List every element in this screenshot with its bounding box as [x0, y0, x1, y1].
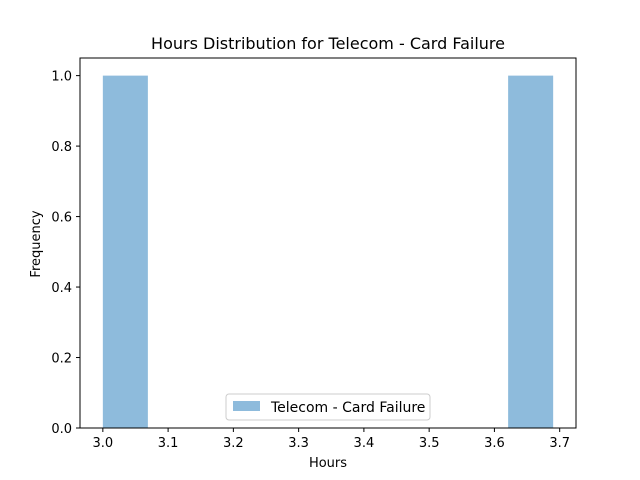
- plot-frame: [79, 57, 577, 429]
- x-axis-label: Hours: [309, 456, 347, 471]
- x-tick-label: 3.3: [288, 436, 309, 451]
- legend-label: Telecom - Card Failure: [270, 400, 425, 416]
- y-tick-label: 0.6: [51, 211, 72, 226]
- x-tick-label: 3.5: [419, 436, 440, 451]
- legend-box: [225, 393, 431, 421]
- x-tick-label: 3.4: [354, 436, 375, 451]
- y-tick-label: 1.0: [51, 70, 72, 85]
- legend: Telecom - Card Failure: [225, 393, 431, 421]
- y-tick-label: 0.4: [51, 281, 72, 296]
- bars-group: [102, 75, 554, 428]
- x-tick-label: 3.6: [484, 436, 505, 451]
- y-tick-label: 0.2: [51, 352, 72, 367]
- y-axis: 0.0 0.2 0.4 0.6 0.8 1.0: [51, 70, 80, 437]
- chart-title: Hours Distribution for Telecom - Card Fa…: [151, 34, 505, 53]
- y-axis-label: Frequency: [29, 210, 44, 277]
- x-tick-label: 3.7: [549, 436, 570, 451]
- histogram-bar: [102, 75, 148, 428]
- y-tick-label: 0.8: [51, 140, 72, 155]
- legend-swatch: [233, 401, 260, 411]
- x-tick-label: 3.1: [158, 436, 179, 451]
- histogram-bar: [508, 75, 554, 428]
- x-axis: 3.0 3.1 3.2 3.3 3.4 3.5 3.6 3.7: [92, 428, 570, 451]
- x-tick-label: 3.0: [92, 436, 113, 451]
- x-tick-label: 3.2: [223, 436, 244, 451]
- y-tick-label: 0.0: [51, 422, 72, 437]
